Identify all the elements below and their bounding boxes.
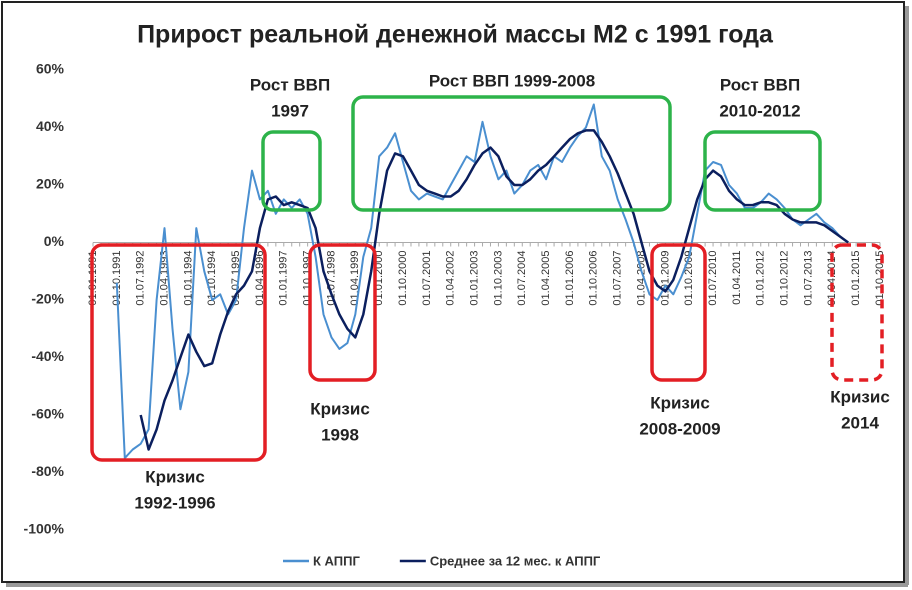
x-tick-label: 01.04.2008 [635, 251, 647, 306]
x-tick-label: 01.07.1992 [135, 251, 147, 306]
x-tick-label: 01.01.2006 [564, 251, 576, 306]
annotation-text: Рост ВВП 1999-2008 [429, 71, 595, 90]
annotation-box [261, 130, 322, 212]
series-line [139, 129, 849, 451]
annotation-text: Кризис [830, 387, 890, 406]
legend-label: Среднее за 12 мес. к АППГ [430, 553, 601, 568]
annotation-text: Кризис [650, 393, 710, 412]
x-tick-label: 01.01.1997 [278, 251, 290, 306]
x-tick-label: 01.01.2012 [755, 251, 767, 306]
annotation-text: 2010-2012 [719, 101, 800, 120]
annotation-box [650, 243, 707, 382]
x-tick-label: 01.04.2014 [826, 251, 838, 306]
x-tick-label: 01.01.1994 [182, 251, 194, 306]
annotation-box [703, 130, 822, 212]
annotation-text: 2014 [841, 413, 879, 432]
y-tick-label: 60% [36, 61, 65, 77]
x-tick-label: 01.04.1996 [254, 251, 266, 306]
annotation-box [308, 243, 377, 382]
x-tick-label: 01.01.2003 [468, 251, 480, 306]
x-tick-label: 01.10.2003 [492, 251, 504, 306]
x-tick-label: 01.07.2001 [421, 251, 433, 306]
x-tick-label: 01.04.2011 [731, 251, 743, 305]
annotation-box [830, 243, 884, 382]
y-tick-label: 20% [36, 176, 65, 192]
annotation-box [90, 243, 267, 462]
x-tick-label: 01.10.1991 [111, 251, 123, 306]
x-tick-label: 01.10.2006 [588, 251, 600, 306]
x-tick-label: 01.01.2009 [659, 251, 671, 306]
x-tick-label: 01.10.2000 [397, 251, 409, 306]
legend-label: К АППГ [313, 553, 360, 568]
annotation-box [351, 95, 672, 212]
x-tick-label: 01.07.2007 [612, 251, 624, 306]
annotation-text: 1992-1996 [134, 493, 215, 512]
annotation-text: 1998 [321, 425, 359, 444]
x-tick-label: 01.10.2015 [874, 251, 886, 306]
y-tick-label: -20% [31, 291, 64, 307]
x-tick-label: 01.07.2013 [802, 251, 814, 306]
annotation-text: Кризис [310, 399, 370, 418]
x-tick-label: 01.07.2010 [707, 251, 719, 306]
chart-title: Прирост реальной денежной массы М2 с 199… [137, 21, 774, 49]
x-tick-label: 01.04.2002 [445, 251, 457, 306]
annotation-text: Рост ВВП [720, 75, 800, 94]
annotation-text: 2008-2009 [639, 419, 720, 438]
annotation-text: Рост ВВП [250, 75, 330, 94]
y-tick-label: -40% [31, 348, 64, 364]
x-tick-label: 01.10.2012 [779, 251, 791, 306]
y-tick-label: -60% [31, 406, 64, 422]
x-tick-label: 01.07.2004 [516, 251, 528, 306]
y-tick-label: 0% [44, 233, 65, 249]
y-tick-label: -80% [31, 463, 64, 479]
series-line [115, 103, 849, 460]
x-tick-label: 01.01.2015 [850, 251, 862, 306]
annotation-text: Кризис [145, 467, 205, 486]
y-tick-label: -100% [24, 521, 65, 537]
annotation-text: 1997 [271, 101, 309, 120]
x-tick-label: 01.07.1998 [325, 251, 337, 306]
y-tick-label: 40% [36, 118, 65, 134]
x-tick-label: 01.04.2005 [540, 251, 552, 306]
